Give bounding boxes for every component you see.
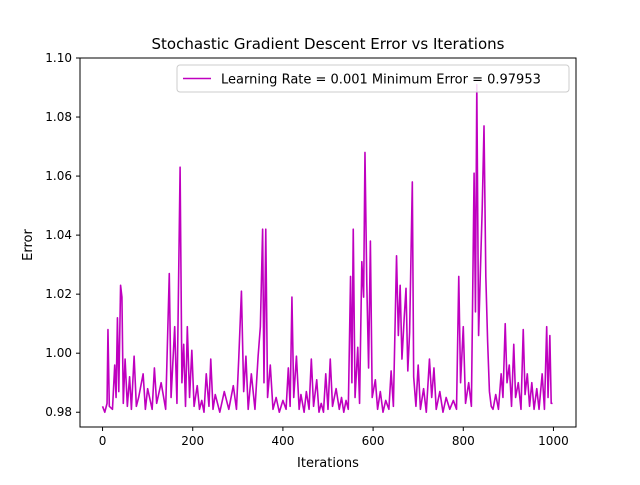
x-tick-label: 200 [181, 434, 204, 448]
chart-title: Stochastic Gradient Descent Error vs Ite… [152, 35, 505, 53]
y-tick-label: 1.04 [45, 228, 72, 242]
x-tick-label: 400 [271, 434, 294, 448]
x-tick-label: 1000 [538, 434, 569, 448]
axes-frame [79, 57, 577, 428]
y-axis-label: Error [21, 229, 36, 261]
y-tick-label: 1.10 [45, 51, 72, 65]
x-tick-label: 0 [99, 434, 107, 448]
axes: 0 200 400 600 800 1000 0.98 1.00 1.02 1.04 1.06 1.0… [45, 51, 577, 448]
y-tick-label: 0.98 [45, 405, 72, 419]
x-tick-label: 600 [362, 434, 385, 448]
legend-label: Learning Rate = 0.001 Minimum Error = 0.… [221, 73, 541, 88]
series-line-0 [101, 83, 553, 414]
legend-box [176, 64, 570, 93]
y-tick-label: 1.06 [45, 169, 72, 183]
y-tick-label: 1.08 [45, 110, 72, 124]
legend: Learning Rate = 0.001 Minimum Error = 0.… [176, 64, 570, 93]
y-tick-label: 1.02 [45, 287, 72, 301]
x-axis-label: Iterations [297, 456, 359, 471]
x-tick-label: 800 [452, 434, 475, 448]
plot-area [101, 83, 553, 414]
y-tick-label: 1.00 [45, 346, 72, 360]
